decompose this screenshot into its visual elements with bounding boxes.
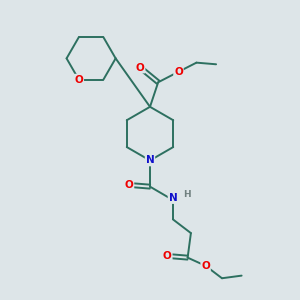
Text: O: O xyxy=(136,63,145,73)
Text: O: O xyxy=(125,180,134,190)
Text: N: N xyxy=(146,155,154,166)
Text: O: O xyxy=(74,75,83,85)
Text: O: O xyxy=(201,261,210,271)
Text: O: O xyxy=(174,67,183,77)
Text: H: H xyxy=(183,190,190,199)
Text: N: N xyxy=(169,193,177,203)
Text: O: O xyxy=(163,251,172,261)
